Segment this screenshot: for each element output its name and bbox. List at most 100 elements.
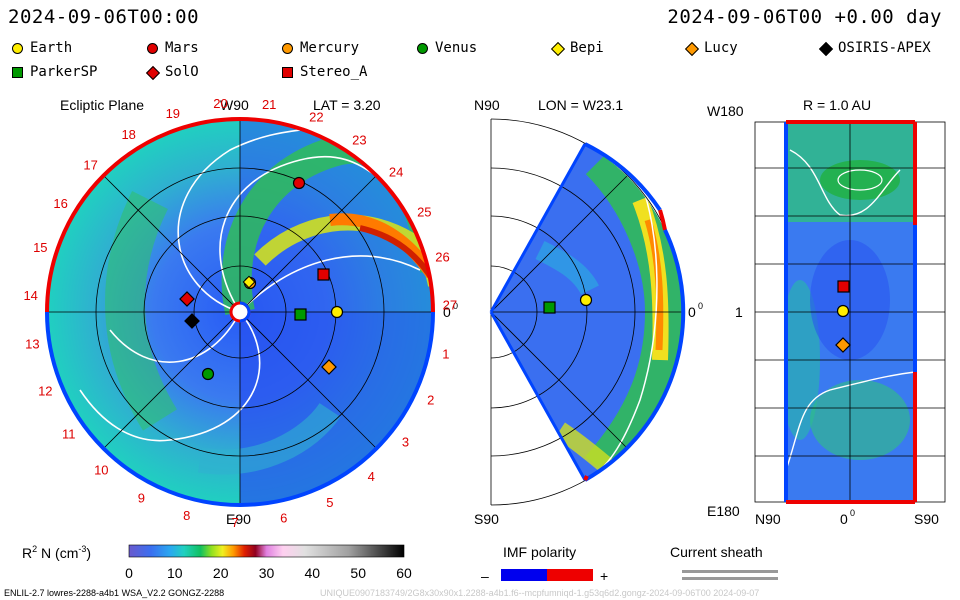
meridional-parkersp-marker (543, 301, 556, 314)
carrington-label: 22 (309, 109, 323, 124)
legend-item-osiris-apex: OSIRIS-APEX (818, 40, 931, 57)
parkersp-marker (294, 308, 307, 321)
carrington-label: 5 (326, 495, 333, 510)
carrington-label: 16 (53, 196, 67, 211)
legend-item-mercury: Mercury (282, 40, 359, 56)
mars-marker (292, 176, 306, 190)
carrington-label: 18 (121, 127, 135, 142)
ecliptic-right-label: 0 (443, 304, 451, 320)
earth-marker-icon (12, 43, 23, 54)
map-r-label: R = 1.0 AU (803, 97, 871, 113)
ecliptic-title: Ecliptic Plane (60, 97, 144, 113)
carrington-label: 3 (402, 434, 409, 449)
left-timestamp: 2024-09-06T00:00 (8, 6, 200, 28)
ecliptic-imf-arc-neg-2 (45, 311, 241, 507)
carrington-label: 1 (442, 346, 449, 361)
map-bottom-left-label: E180 (707, 503, 740, 519)
map-earth-marker (836, 304, 850, 318)
legend-item-parkersp: ParkerSP (12, 64, 97, 80)
meridional-earth-marker (579, 293, 593, 307)
carrington-label: 13 (25, 337, 39, 352)
map-top-left-label: W180 (707, 103, 744, 119)
colorbar-tick-label: 30 (259, 565, 275, 581)
carrington-label: 26 (435, 250, 449, 265)
imf-plus-label: + (600, 568, 608, 584)
carrington-label: 6 (280, 510, 287, 525)
imf-minus-label: – (481, 568, 489, 584)
ecliptic-field-line (219, 155, 376, 313)
ecliptic-degree: 0 (453, 301, 458, 311)
ecliptic-field-line (79, 311, 261, 442)
map-x-mid-label: 0 (840, 511, 848, 527)
footer-model-info: ENLIL-2.7 lowres-2288-a4b1 WSA_V2.2 GONG… (4, 588, 224, 598)
carrington-label: 20 (213, 96, 227, 111)
carrington-label: 23 (352, 132, 366, 147)
legend-item-bepi: Bepi (550, 40, 604, 57)
ecliptic-field-line (239, 255, 421, 313)
carrington-label: 25 (417, 204, 431, 219)
meridional-top-label: N90 (474, 97, 500, 113)
colorbar-ticks: 0 10 20 30 40 50 60 (125, 565, 412, 581)
carrington-label: 2 (427, 393, 434, 408)
imf-negative-swatch (501, 569, 547, 581)
meridional-bottom-label: S90 (474, 511, 499, 527)
legend-item-venus: Venus (417, 40, 477, 56)
bepi-marker (242, 275, 256, 289)
map-x-right-label: S90 (914, 511, 939, 527)
ecliptic-lat-label: LAT = 3.20 (313, 97, 381, 113)
meridional-right-label: 0 (688, 304, 696, 320)
ecliptic-imf-arc-pos-2 (45, 117, 241, 313)
mars-marker-icon (147, 43, 158, 54)
colorbar-tick-label: 50 (350, 565, 366, 581)
carrington-label: 7 (231, 515, 238, 530)
map-lucy-marker (835, 337, 851, 353)
ecliptic-outer-band (105, 191, 178, 431)
carrington-label: 14 (23, 288, 37, 303)
carrington-label: 21 (262, 97, 276, 112)
ecliptic-imf-arc-neg (239, 311, 435, 507)
stereo-a-marker-icon (282, 67, 293, 78)
meridional-degree: 0 (698, 301, 703, 311)
ecliptic-top-label: W90 (220, 97, 249, 113)
parkersp-marker-icon (12, 67, 23, 78)
stereo-a-marker (317, 268, 330, 281)
colorbar-tick-label: 40 (305, 565, 321, 581)
colorbar-tick-label: 0 (125, 565, 133, 581)
carrington-label: 9 (138, 490, 145, 505)
imf-positive-swatch (547, 569, 593, 581)
carrington-label: 27 (443, 298, 457, 313)
density-colorbar (128, 544, 405, 558)
legend-item-solo: SolO (145, 64, 199, 81)
current-sheath-swatch-top (682, 570, 778, 573)
carrington-label: 10 (94, 463, 108, 478)
r-1au-map-panel (754, 120, 946, 504)
footer-run-id: UNIQUE0907183749/2G8x30x90x1.2288-a4b1.f… (320, 588, 759, 598)
legend-item-mars: Mars (147, 40, 199, 56)
current-sheath-swatch-bottom (682, 577, 778, 580)
current-sheath-label: Current sheath (670, 544, 763, 560)
right-timestamp: 2024-09-06T00 +0.00 day (667, 6, 942, 28)
lucy-marker (321, 359, 337, 375)
solo-marker (179, 291, 195, 307)
carrington-label: 8 (183, 508, 190, 523)
carrington-label: 4 (368, 469, 375, 484)
carrington-label: 17 (83, 157, 97, 172)
map-mid-left-label: 1 (735, 304, 743, 320)
legend-item-stereo-a: Stereo_A (282, 64, 367, 80)
imf-polarity-label: IMF polarity (503, 544, 576, 560)
ecliptic-field-line (177, 129, 301, 313)
ecliptic-imf-arc-pos (239, 117, 435, 313)
map-degree: 0 (850, 508, 855, 518)
osiris-apex-marker (184, 313, 200, 329)
ecliptic-bottom-label: E90 (226, 511, 251, 527)
carrington-label: 24 (389, 165, 403, 180)
carrington-label: 11 (62, 426, 76, 441)
carrington-longitude-labels: 20 21222324252627123456789101112131415161… (23, 96, 457, 530)
colorbar-tick-label: 20 (213, 565, 229, 581)
carrington-label: 15 (33, 240, 47, 255)
map-x-left-label: N90 (755, 511, 781, 527)
colorbar-gradient (128, 544, 405, 558)
legend-item-earth: Earth (12, 40, 72, 56)
ecliptic-plane-panel (45, 117, 435, 507)
